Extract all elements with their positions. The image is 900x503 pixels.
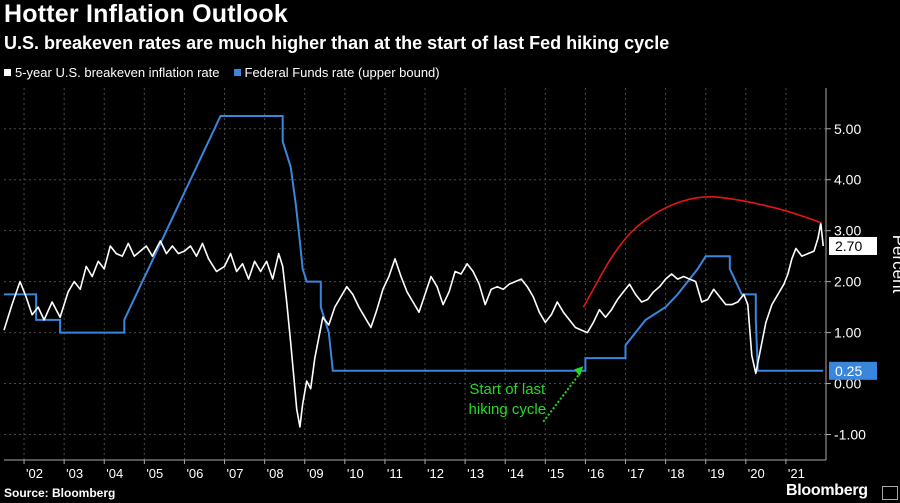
x-tick-label: '09	[307, 466, 324, 481]
y-tick-label: 4.00	[834, 172, 861, 188]
legend-label-fed-funds: Federal Funds rate (upper bound)	[244, 65, 440, 80]
x-tick-label: '21	[788, 466, 805, 481]
annotation-arrow	[542, 370, 583, 423]
x-tick-label: '15	[547, 466, 564, 481]
series-breakeven-line	[3, 222, 824, 428]
x-tick-label: '05	[146, 466, 163, 481]
chart-subtitle: U.S. breakeven rates are much higher tha…	[4, 33, 670, 53]
x-tick-label: '14	[507, 466, 524, 481]
source-note: Source: Bloomberg	[4, 486, 116, 500]
x-tick-label: '04	[106, 466, 123, 481]
annotation-text: hiking cycle	[469, 401, 547, 418]
fed-funds-badge	[829, 361, 877, 380]
x-tick-label: '08	[267, 466, 284, 481]
expand-icon[interactable]	[882, 486, 898, 500]
y-tick-label: 2.00	[834, 274, 861, 290]
x-tick-label: '16	[587, 466, 604, 481]
legend-item-fed-funds: Federal Funds rate (upper bound)	[233, 65, 440, 80]
breakeven-value-label: 2.70	[835, 238, 862, 254]
x-tick-label: '06	[186, 466, 203, 481]
x-tick-label: '18	[668, 466, 685, 481]
y-tick-label: -1.00	[834, 427, 866, 443]
annotation-text: Start of last	[469, 381, 546, 398]
x-tick-label: '10	[347, 466, 364, 481]
x-tick-label: '20	[748, 466, 765, 481]
series-fed-funds-line	[4, 115, 824, 372]
x-tick-label: '11	[387, 466, 403, 481]
x-tick-label: '02	[26, 466, 43, 481]
annotation-arrowhead	[574, 366, 584, 377]
chart-legend: 5-year U.S. breakeven inflation rate Fed…	[4, 65, 440, 80]
x-tick-label: '07	[227, 466, 244, 481]
x-tick-label: '12	[427, 466, 444, 481]
x-tick-label: '19	[708, 466, 725, 481]
breakeven-badge	[829, 236, 877, 255]
bloomberg-logo: Bloomberg	[786, 482, 868, 499]
legend-swatch-fed-funds	[233, 69, 241, 76]
chart-title: Hotter Inflation Outlook	[4, 0, 288, 28]
trend-arc	[582, 196, 823, 308]
x-tick-label: '03	[66, 466, 83, 481]
y-tick-label: 3.00	[834, 223, 861, 239]
legend-item-breakeven: 5-year U.S. breakeven inflation rate	[4, 65, 220, 80]
y-tick-label: 1.00	[834, 325, 861, 341]
y-axis-label: Percent	[889, 235, 900, 294]
x-tick-label: '17	[628, 466, 645, 481]
x-tick-label: '13	[467, 466, 484, 481]
legend-label-breakeven: 5-year U.S. breakeven inflation rate	[15, 65, 220, 80]
fed-funds-value-label: 0.25	[835, 363, 862, 379]
legend-swatch-breakeven	[4, 69, 11, 76]
y-tick-label: 5.00	[834, 121, 861, 137]
